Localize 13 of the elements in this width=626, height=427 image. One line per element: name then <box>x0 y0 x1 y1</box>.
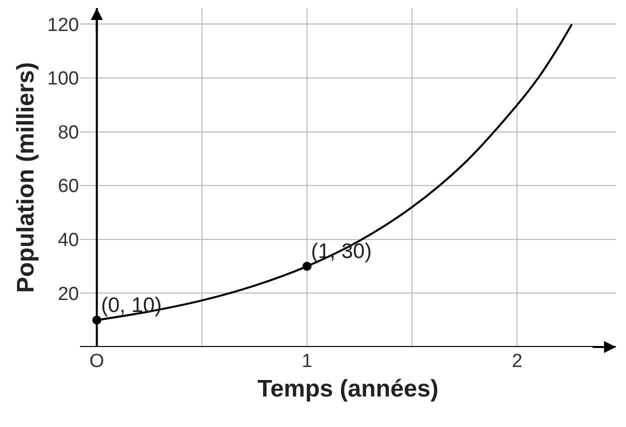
x-axis-title: Temps (années) <box>258 375 438 402</box>
x-tick-label: 1 <box>302 351 312 372</box>
y-tick-label: 120 <box>47 14 79 36</box>
y-tick-label: 100 <box>47 68 79 90</box>
y-axis-title: Population (milliers) <box>12 62 40 293</box>
y-tick-label: 80 <box>58 122 79 144</box>
y-tick-label: 20 <box>58 284 79 305</box>
y-tick-label: 60 <box>58 176 79 198</box>
x-tick-label: 2 <box>512 351 522 372</box>
annotation: (0, 10) <box>101 294 162 317</box>
annotation: (1, 30) <box>311 240 372 263</box>
x-tick-label: O <box>89 351 104 372</box>
y-tick-label: 40 <box>58 230 79 252</box>
